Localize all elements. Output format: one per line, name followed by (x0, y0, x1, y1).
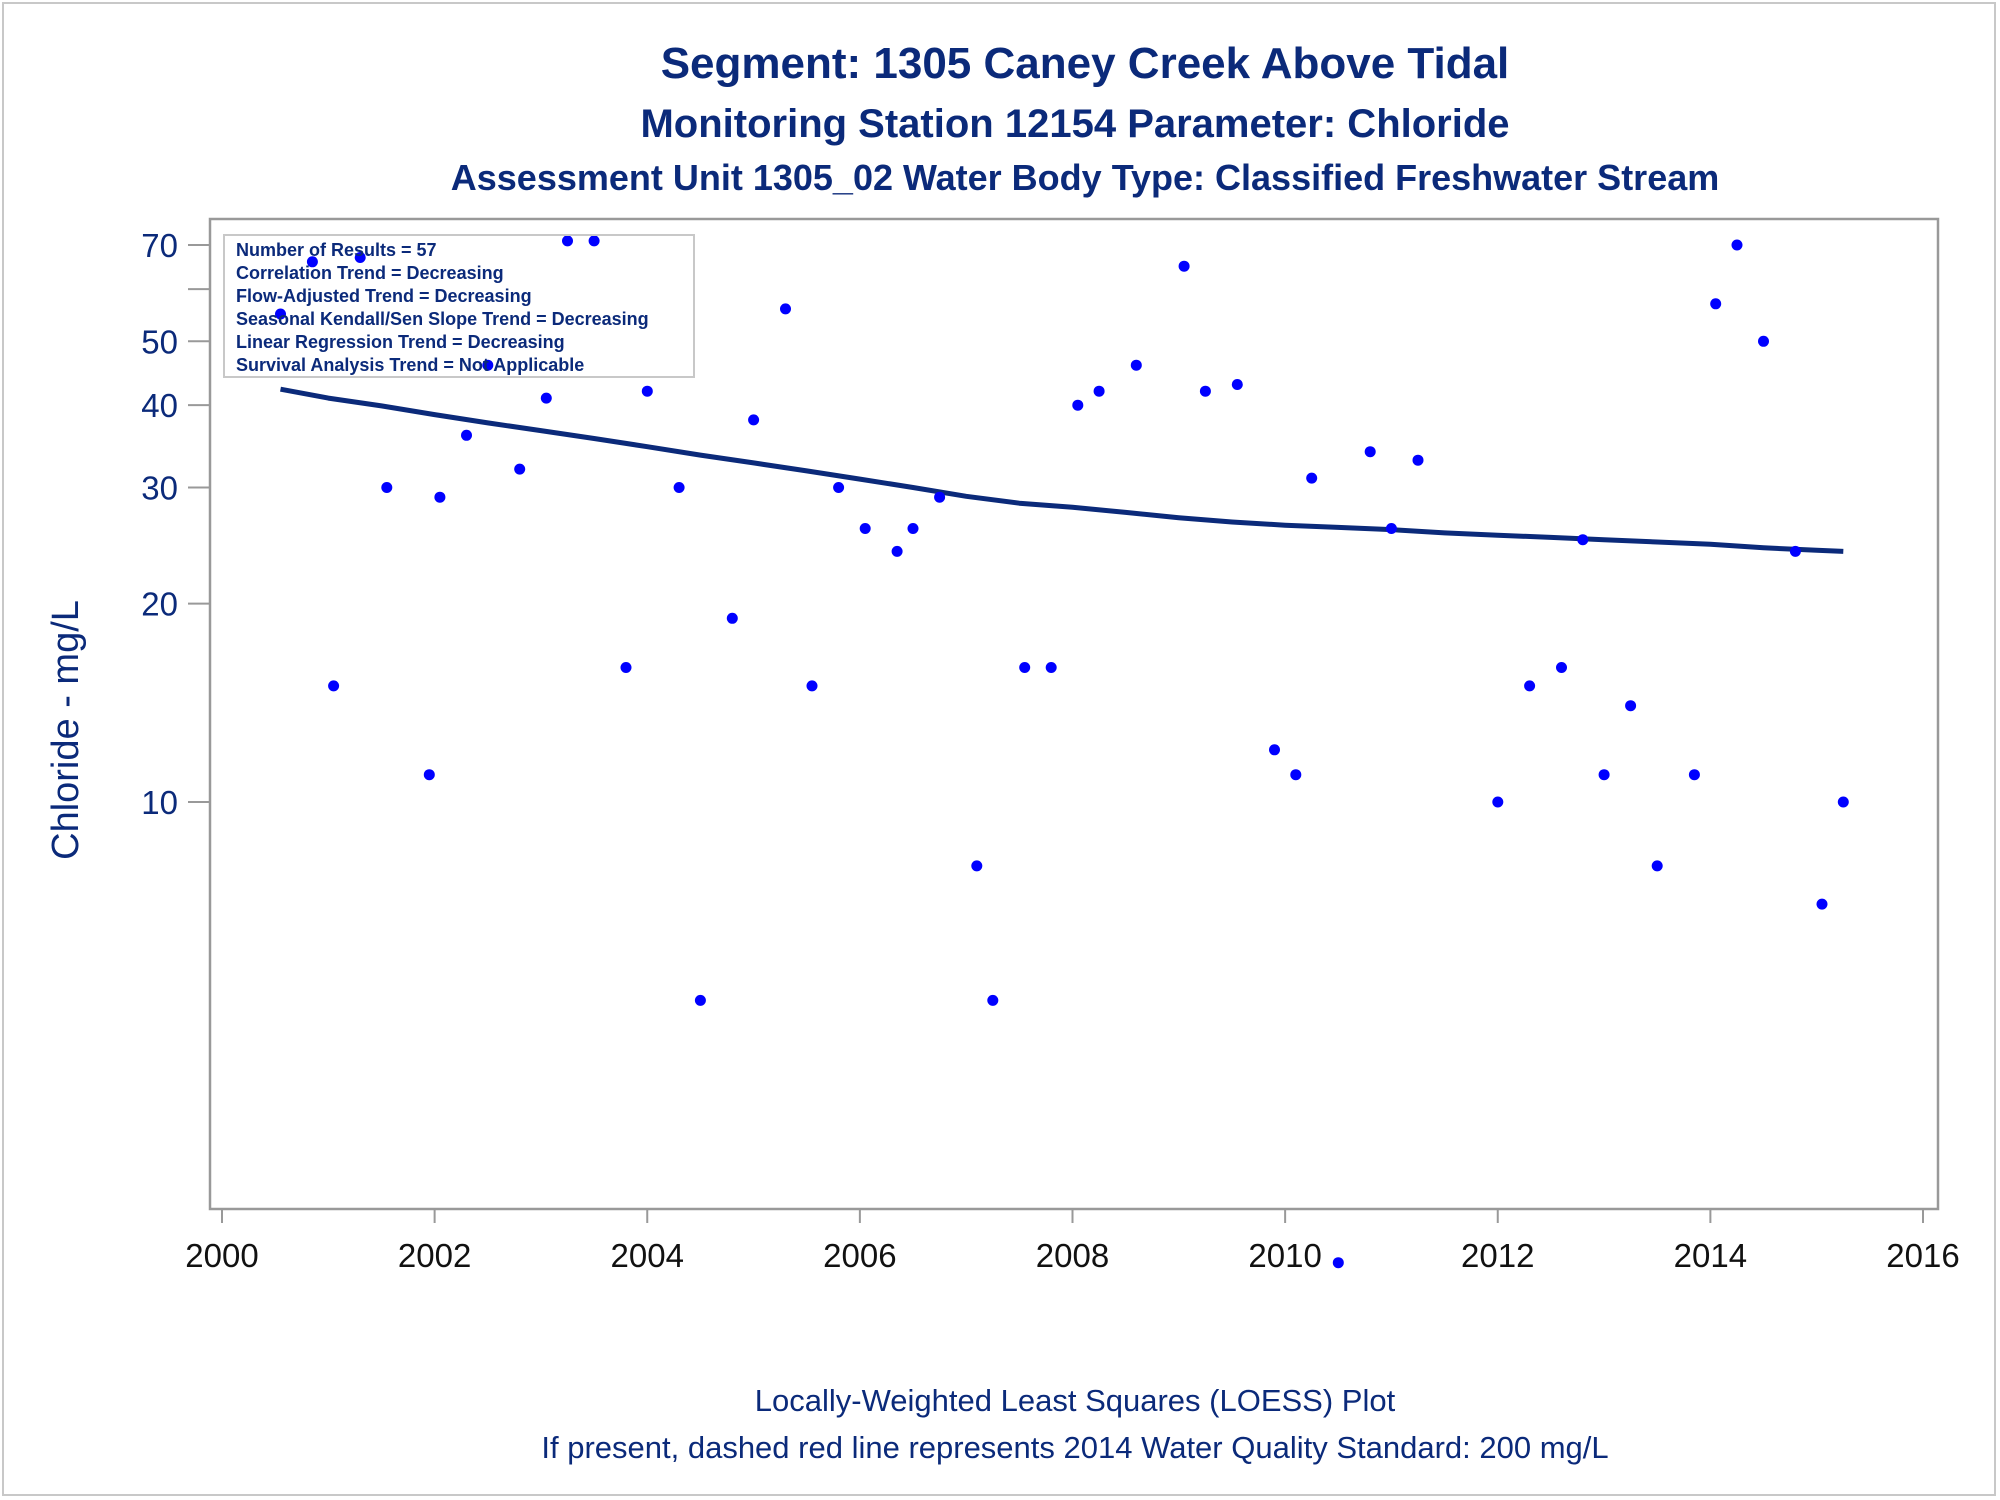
data-point (1178, 260, 1190, 272)
stats-line-flow-adjusted: Flow-Adjusted Trend = Decreasing (236, 286, 532, 306)
data-point (423, 769, 435, 781)
x-tick-label: 2010 (1248, 1237, 1321, 1274)
data-point (1556, 662, 1567, 673)
data-point (1290, 769, 1302, 781)
data-point (514, 463, 526, 475)
data-point (562, 235, 573, 247)
data-point (1072, 399, 1084, 411)
data-point (1598, 769, 1610, 781)
data-point (306, 256, 318, 268)
data-point (1306, 472, 1318, 484)
stats-box-border (223, 234, 695, 378)
data-point (987, 994, 999, 1006)
stats-line-linear-regression: Linear Regression Trend = Decreasing (236, 332, 565, 352)
plot-area (208, 217, 1940, 1211)
data-point (1651, 860, 1663, 872)
data-point (328, 680, 340, 692)
data-point (1710, 298, 1722, 310)
points-layer (275, 235, 1849, 1269)
data-point (461, 429, 472, 441)
data-point (748, 414, 760, 426)
footer-line-1: Locally-Weighted Least Squares (LOESS) P… (755, 1383, 1396, 1418)
data-point (1688, 769, 1700, 781)
y-axis: 10 20 30 40 50 70 (141, 227, 210, 821)
data-point (1412, 454, 1424, 466)
y-tick-label: 70 (141, 227, 178, 264)
data-point (891, 545, 903, 557)
data-point (1269, 744, 1280, 756)
data-point (673, 482, 685, 493)
stats-line-seasonal-kendall: Seasonal Kendall/Sen Slope Trend = Decre… (236, 309, 649, 329)
data-point (1364, 446, 1376, 458)
data-point (1492, 796, 1504, 808)
y-tick-label: 10 (141, 784, 178, 821)
data-point (907, 523, 919, 534)
loess-layer (280, 386, 1844, 554)
chart-subtitle: Monitoring Station 12154 Parameter: Chlo… (640, 102, 1509, 146)
y-axis-title: Chloride - mg/L (45, 600, 87, 860)
data-point (726, 612, 738, 624)
data-point (1199, 385, 1211, 397)
data-point (806, 680, 818, 692)
data-point (434, 491, 446, 503)
data-point (780, 303, 791, 315)
stats-line-survival-analysis: Survival Analysis Trend = Not Applicable (236, 355, 584, 375)
data-point (1789, 545, 1801, 557)
data-point (540, 392, 552, 404)
y-tick-label: 40 (141, 387, 178, 424)
x-tick-label: 2004 (611, 1237, 684, 1274)
data-point (1130, 359, 1142, 371)
data-point (1758, 335, 1769, 347)
data-point (833, 482, 845, 493)
stats-line-results: Number of Results = 57 (236, 240, 437, 260)
data-point (1577, 534, 1589, 546)
data-point (1731, 239, 1743, 251)
data-point (641, 385, 653, 397)
data-point (381, 482, 393, 493)
data-point (859, 523, 871, 534)
x-tick-label: 2012 (1461, 1237, 1534, 1274)
x-tick-label: 2008 (1036, 1237, 1109, 1274)
data-point (971, 860, 983, 872)
data-point (1837, 796, 1849, 808)
chart-subtitle-2: Assessment Unit 1305_02 Water Body Type:… (451, 157, 1720, 198)
x-tick-label: 2002 (398, 1237, 471, 1274)
data-point (482, 359, 494, 371)
data-point (1332, 1257, 1344, 1269)
data-point (934, 491, 946, 503)
x-tick-label: 2014 (1674, 1237, 1747, 1274)
x-axis: 2000 2002 2004 2006 2008 2010 2012 2014 2016 (185, 1209, 1960, 1274)
data-point (275, 308, 286, 320)
data-point (1231, 379, 1243, 390)
x-tick-label: 2000 (185, 1237, 258, 1274)
data-point (1093, 385, 1105, 397)
x-tick-label: 2016 (1886, 1237, 1959, 1274)
data-point (1385, 523, 1397, 534)
data-point (354, 252, 366, 263)
data-point (1625, 700, 1637, 712)
data-point (588, 235, 600, 247)
stats-line-correlation: Correlation Trend = Decreasing (236, 263, 504, 283)
chart-title: Segment: 1305 Caney Creek Above Tidal (661, 39, 1510, 88)
data-point (1816, 898, 1828, 910)
y-tick-label: 20 (141, 586, 178, 623)
footer-line-2: If present, dashed red line represents 2… (541, 1430, 1608, 1465)
y-tick-label: 50 (141, 323, 178, 360)
y-tick-label: 30 (141, 470, 178, 507)
stats-box: Number of Results = 57 Correlation Trend… (223, 234, 695, 378)
data-point (1019, 662, 1031, 673)
data-point (620, 662, 632, 673)
data-point (694, 994, 706, 1006)
loess-line (280, 386, 1844, 554)
data-point (1045, 662, 1057, 673)
x-tick-label: 2006 (823, 1237, 896, 1274)
data-point (1524, 680, 1536, 692)
